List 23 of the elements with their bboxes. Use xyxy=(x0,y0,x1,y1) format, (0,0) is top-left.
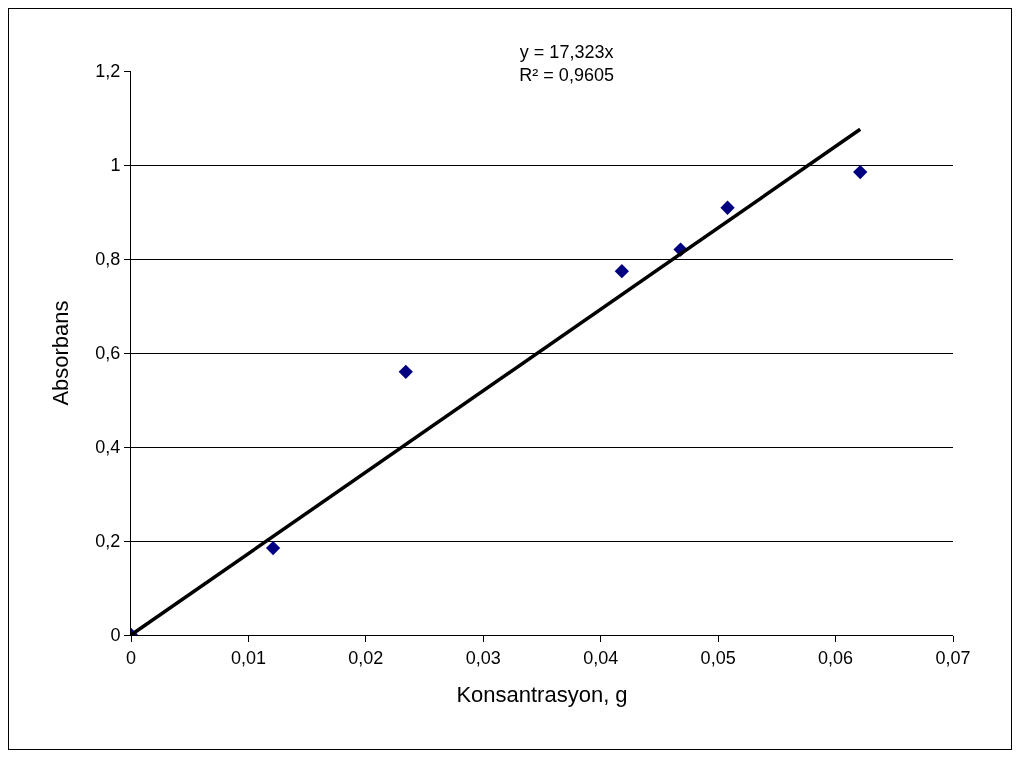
x-axis-title: Konsantrasyon, g xyxy=(456,682,628,708)
x-tick-label: 0,07 xyxy=(935,647,971,668)
point xyxy=(720,200,735,215)
y-tick-label: 0,2 xyxy=(95,531,121,552)
y-tick-label: 0,8 xyxy=(95,249,121,270)
point xyxy=(614,264,629,279)
x-tick-label: 0,03 xyxy=(465,647,501,668)
x-tick-label: 0,04 xyxy=(583,647,619,668)
y-tick-label: 0 xyxy=(110,625,121,646)
point xyxy=(398,364,413,379)
x-tick-label: 0,05 xyxy=(700,647,736,668)
chart-title: y = 17,323x R² = 0,9605 xyxy=(519,42,614,86)
x-tick-label: 0,02 xyxy=(348,647,384,668)
y-tick-label: 1,2 xyxy=(95,61,121,82)
x-tick-label: 0 xyxy=(125,647,137,668)
x-tick-label: 0,06 xyxy=(818,647,854,668)
y-tick-label: 1 xyxy=(110,155,121,176)
y-axis-title: Absorbans xyxy=(48,300,74,406)
y-tick-label: 0,6 xyxy=(95,343,121,364)
y-tick-label: 0,4 xyxy=(95,437,121,458)
x-tick-label: 0,01 xyxy=(230,647,266,668)
point xyxy=(265,540,281,556)
point xyxy=(853,164,868,180)
